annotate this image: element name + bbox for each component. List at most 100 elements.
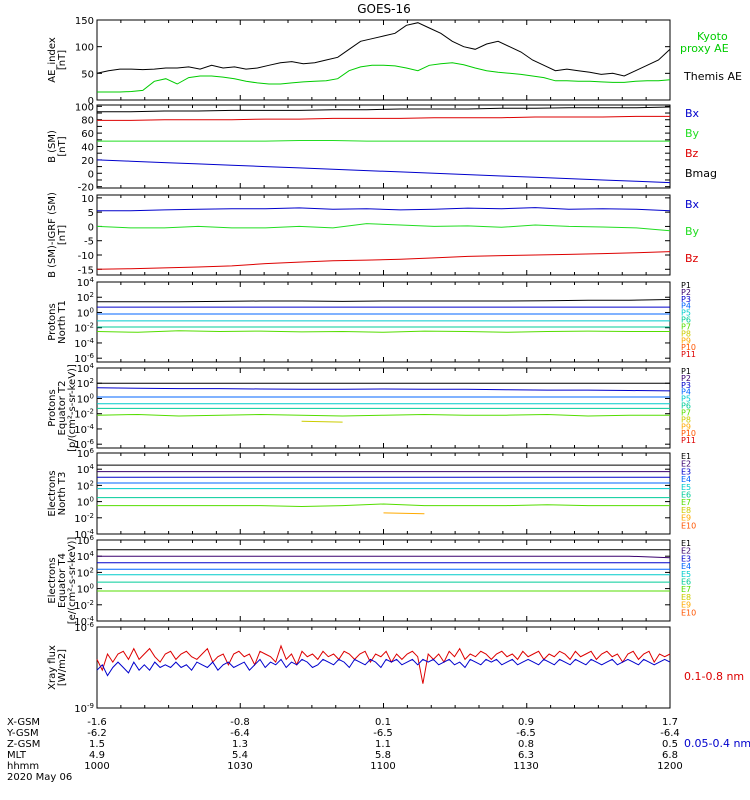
y-tick-label: 100 bbox=[77, 496, 94, 509]
y-axis-label: AE_index bbox=[47, 37, 58, 83]
footer-value: 1.5 bbox=[89, 739, 105, 750]
footer-value: 1.3 bbox=[232, 739, 248, 750]
series-line-p7 bbox=[96, 413, 670, 417]
panel-1: 0 50 100 150 AE_index [nT] Kyoto proxy AE Themis… bbox=[47, 16, 742, 107]
series-line-bz bbox=[96, 251, 671, 270]
y-tick-label: 0 bbox=[88, 96, 94, 107]
footer-ephemeris: X-GSM -1.6 -0.8 0.1 0.9 1.7 Y-GSM -6.2 -6.4 -6.5 -… bbox=[6, 717, 683, 783]
footer-value: 6.8 bbox=[662, 750, 678, 761]
footer-value: 5.8 bbox=[375, 750, 391, 761]
legend-e7: E7 bbox=[681, 585, 691, 594]
y-tick-label: 104 bbox=[77, 463, 95, 476]
legend-p2: P2 bbox=[681, 288, 691, 297]
legend-e10: E10 bbox=[681, 521, 696, 530]
legend-e6: E6 bbox=[681, 578, 691, 587]
legend-kyoto-proxy-ae: Kyoto proxy AE bbox=[680, 30, 729, 55]
y-tick-label: -5 bbox=[84, 237, 94, 248]
y-tick-label: 10 bbox=[81, 194, 94, 205]
y-tick-label: 80 bbox=[81, 116, 94, 127]
y-tick-label: 100 bbox=[75, 43, 94, 54]
legend-e7: E7 bbox=[681, 498, 691, 507]
legend-xray-short: 0.05-0.4 nm bbox=[684, 737, 750, 750]
footer-value: 1200 bbox=[657, 761, 682, 772]
series-line-bz bbox=[97, 115, 670, 121]
series-line-by bbox=[97, 140, 670, 142]
panel-frame bbox=[96, 626, 671, 709]
footer-label-hhmm: hhmm bbox=[7, 761, 39, 772]
legend-e5: E5 bbox=[681, 483, 691, 492]
series-line-p8 bbox=[302, 421, 670, 423]
legend-bx: Bx bbox=[685, 107, 700, 120]
legend-p1: P1 bbox=[681, 281, 691, 290]
y-axis-label: Electrons bbox=[47, 557, 58, 603]
legend-e6: E6 bbox=[681, 491, 691, 500]
legend-e4: E4 bbox=[681, 562, 691, 571]
legend-e10: E10 bbox=[681, 608, 696, 617]
legend-e9: E9 bbox=[681, 601, 691, 610]
y-tick-label: 10-6 bbox=[74, 621, 94, 634]
y-tick-label: 10-4 bbox=[74, 423, 94, 436]
panel-frame bbox=[96, 194, 671, 276]
series-line-bx bbox=[97, 207, 671, 212]
y-tick-label: 102 bbox=[77, 291, 94, 304]
footer-value: 1130 bbox=[513, 761, 538, 772]
footer-value: -6.5 bbox=[516, 728, 536, 739]
y-axis-label: Xray flux bbox=[47, 645, 58, 690]
y-tick-label: 100 bbox=[77, 583, 94, 596]
legend-bz: Bz bbox=[685, 252, 699, 265]
y-tick-label: 5 bbox=[88, 208, 94, 219]
series-line-by bbox=[96, 223, 671, 232]
panel-4: 10-6 10-4 10-2 100 102 104 Protons North T1 P1P2… bbox=[47, 276, 696, 365]
y-tick-label: 100 bbox=[75, 102, 94, 113]
legend-e1: E1 bbox=[681, 452, 691, 461]
y-tick-label: 10-2 bbox=[74, 322, 94, 335]
panel-2: -20 0 20 40 60 80 100 B (SM) [nT] Bx By Bz Bmag bbox=[47, 102, 717, 193]
y-tick-label: 106 bbox=[77, 534, 95, 547]
legend-p9: P9 bbox=[681, 336, 691, 345]
y-tick-label: 150 bbox=[75, 16, 94, 27]
y-tick-label: 102 bbox=[77, 377, 94, 390]
legend-p2: P2 bbox=[681, 374, 691, 383]
legend-p4: P4 bbox=[681, 302, 691, 311]
footer-value: -6.5 bbox=[373, 728, 393, 739]
legend-p3: P3 bbox=[681, 295, 691, 304]
series-line-p7 bbox=[96, 330, 670, 333]
y-axis-label: [nT] bbox=[57, 50, 68, 70]
y-tick-label: -10 bbox=[78, 251, 94, 262]
legend-p6: P6 bbox=[681, 316, 691, 325]
panel-3: -15 -10 -5 0 5 10 B (SM)-IGRF (SM) [nT] Bx By Bz bbox=[47, 192, 700, 278]
y-tick-label: 10-4 bbox=[74, 337, 94, 350]
footer-value: -6.4 bbox=[660, 728, 680, 739]
y-tick-label: 10-6 bbox=[74, 352, 94, 365]
y-axis-label: Protons bbox=[47, 389, 58, 426]
legend-bmag: Bmag bbox=[685, 167, 717, 180]
series-line-themis-ae bbox=[96, 22, 671, 77]
footer-value: -1.6 bbox=[87, 717, 107, 728]
y-axis-label: [nT] bbox=[57, 136, 68, 156]
legend-e8: E8 bbox=[681, 506, 691, 515]
footer-value: 4.9 bbox=[89, 750, 105, 761]
y-axis-label: [e/(cm²-s-sr-keV)] bbox=[67, 537, 78, 625]
footer-value: 5.4 bbox=[232, 750, 248, 761]
y-tick-label: 10-2 bbox=[74, 599, 94, 612]
y-tick-label: -15 bbox=[78, 265, 94, 276]
series-line-bx bbox=[96, 159, 671, 184]
footer-label-mlt: MLT bbox=[7, 750, 27, 761]
legend-p9: P9 bbox=[681, 422, 691, 431]
series-line-0-1-0-8-nm bbox=[96, 644, 671, 684]
panel-frame bbox=[96, 19, 671, 101]
y-tick-label: 50 bbox=[81, 69, 94, 80]
legend-e8: E8 bbox=[681, 593, 691, 602]
legend-xray-long: 0.1-0.8 nm bbox=[684, 670, 744, 683]
y-axis-label: [p/(cm²-s-sr-keV)] bbox=[67, 364, 78, 452]
y-tick-label: 0 bbox=[88, 222, 94, 233]
legend-p11: P11 bbox=[681, 350, 696, 359]
panel-frame bbox=[96, 281, 671, 363]
footer-value: 6.3 bbox=[518, 750, 534, 761]
series-line-e9 bbox=[384, 513, 507, 516]
legend-e4: E4 bbox=[681, 475, 691, 484]
legend-p5: P5 bbox=[681, 309, 691, 318]
